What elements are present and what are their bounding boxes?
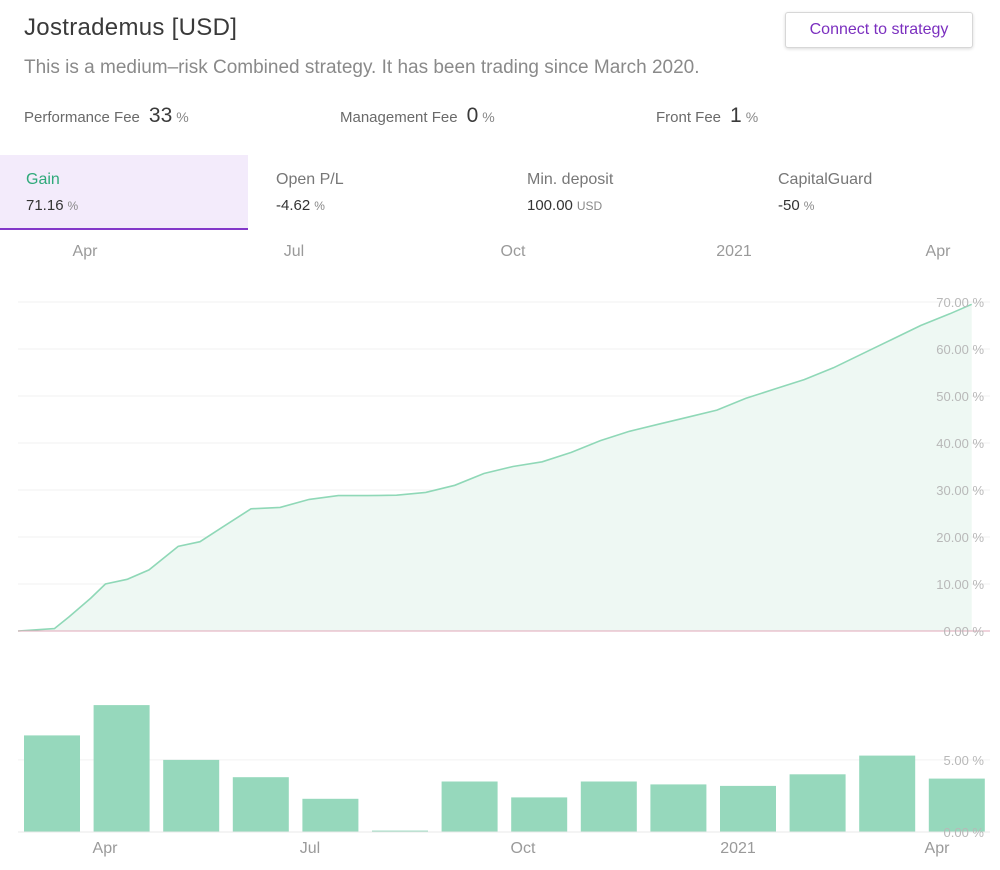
front-fee: Front Fee 1% bbox=[656, 104, 758, 128]
x-tick-label: Oct bbox=[511, 840, 536, 857]
management-fee-label: Management Fee bbox=[340, 109, 458, 126]
tab-capitalguard-unit: % bbox=[803, 199, 815, 213]
y-tick-label: 20.00 % bbox=[936, 530, 984, 545]
y-tick-label: 60.00 % bbox=[936, 342, 984, 357]
monthly-gain-bar-chart: 5.00 %0.00 %Apr Jul Oct 2021 Apr bbox=[18, 705, 990, 857]
gain-area-fill bbox=[18, 304, 972, 631]
tab-gain-value: 71.16 bbox=[26, 197, 64, 214]
bar-oct-2020 bbox=[511, 797, 568, 832]
tab-min-deposit-label: Min. deposit bbox=[527, 171, 614, 188]
bar-may-2020 bbox=[163, 759, 220, 832]
bar-dec-2020 bbox=[650, 784, 707, 832]
tab-capitalguard-value: -50 bbox=[778, 197, 800, 214]
y-tick-label: 50.00 % bbox=[936, 389, 984, 404]
management-fee-value: 0 bbox=[466, 104, 479, 127]
y-tick-label: 70.00 % bbox=[936, 295, 984, 310]
y-tick-label: 5.00 % bbox=[944, 753, 985, 768]
y-tick-label: 0.00 % bbox=[944, 825, 985, 840]
tab-gain-unit: % bbox=[67, 199, 79, 213]
x-tick-label: Apr bbox=[93, 840, 119, 857]
gain-series-line bbox=[17, 303, 973, 632]
bar-jan-2021 bbox=[720, 785, 776, 832]
tab-min-deposit-unit: USD bbox=[576, 199, 603, 213]
bar-feb-2021 bbox=[789, 774, 846, 832]
bar-sep-2020 bbox=[441, 781, 498, 832]
performance-fee: Performance Fee 33% bbox=[24, 104, 189, 128]
tab-open-pl-unit: % bbox=[314, 199, 325, 213]
x-tick-label: Jul bbox=[300, 840, 320, 857]
x-tick-label: 2021 bbox=[716, 243, 752, 260]
front-fee-value: 1 bbox=[730, 104, 742, 127]
bar-mar-2020 bbox=[24, 735, 80, 832]
bar-apr-2021 bbox=[928, 778, 985, 832]
metric-tabs: Gain 71.16% Open P/L -4.62% Min. deposit… bbox=[0, 155, 1000, 230]
bar-jul-2020 bbox=[302, 798, 359, 832]
x-tick-label: Jul bbox=[284, 243, 304, 260]
tab-capitalguard[interactable]: CapitalGuard -50% bbox=[752, 155, 1000, 230]
tab-min-deposit-value: 100.00 bbox=[527, 197, 573, 214]
y-tick-label: 10.00 % bbox=[936, 577, 984, 592]
bar-apr-2020 bbox=[93, 705, 150, 832]
x-tick-label: Apr bbox=[73, 243, 99, 260]
page-title: Jostrademus [USD] bbox=[24, 14, 238, 41]
x-tick-label: Oct bbox=[501, 243, 526, 260]
y-tick-label: 0.00 % bbox=[944, 624, 985, 639]
gain-area-chart: Apr Jul Oct 2021 Apr 70.00 % 60.00 % 50.00 % 40.… bbox=[17, 243, 990, 639]
connect-to-strategy-button[interactable]: Connect to strategy bbox=[785, 12, 973, 48]
bar-nov-2020 bbox=[580, 781, 637, 832]
y-tick-label: 40.00 % bbox=[936, 436, 984, 451]
x-tick-label: Apr bbox=[925, 840, 951, 857]
bar-mar-2021 bbox=[859, 755, 916, 832]
performance-fee-unit: % bbox=[176, 109, 189, 125]
x-tick-label: Apr bbox=[926, 243, 952, 260]
tab-open-pl[interactable]: Open P/L -4.62% bbox=[250, 155, 498, 230]
front-fee-label: Front Fee bbox=[656, 109, 722, 126]
tab-gain-label: Gain bbox=[26, 171, 60, 188]
performance-fee-value: 33 bbox=[148, 104, 173, 127]
tab-gain[interactable]: Gain 71.16% bbox=[0, 155, 248, 230]
y-tick-label: 30.00 % bbox=[936, 483, 984, 498]
strategy-description: This is a medium–risk Combined strategy.… bbox=[24, 57, 700, 78]
x-tick-label: 2021 bbox=[720, 840, 756, 857]
management-fee: Management Fee 0% bbox=[340, 104, 495, 128]
bar-aug-2020 bbox=[372, 830, 428, 832]
tab-open-pl-label: Open P/L bbox=[276, 171, 344, 188]
bar-jun-2020 bbox=[232, 777, 289, 832]
performance-fee-label: Performance Fee bbox=[24, 109, 140, 126]
tab-capitalguard-label: CapitalGuard bbox=[778, 171, 873, 188]
tab-min-deposit[interactable]: Min. deposit 100.00 USD bbox=[501, 155, 749, 230]
tab-open-pl-value: -4.62 bbox=[276, 197, 311, 214]
management-fee-unit: % bbox=[482, 109, 495, 125]
front-fee-unit: % bbox=[745, 109, 759, 125]
